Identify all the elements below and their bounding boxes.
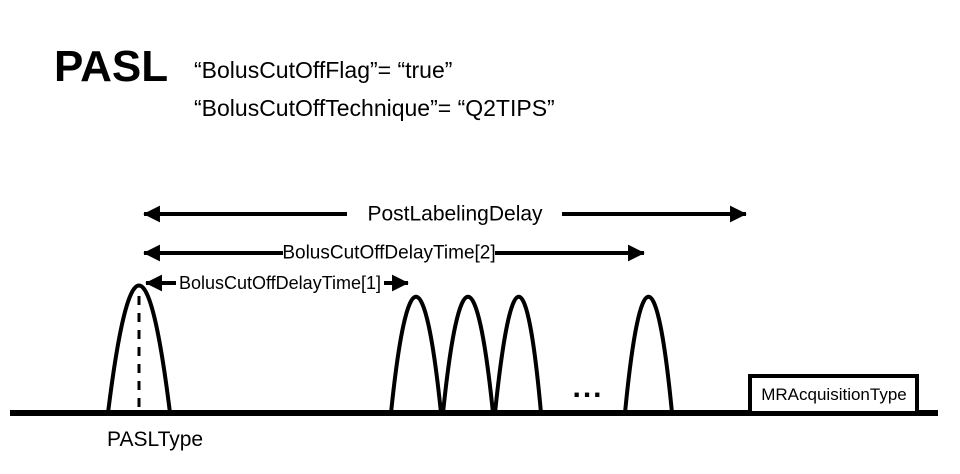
bolus-cutoff-technique-text: “BolusCutOffTechnique”= “Q2TIPS”	[194, 95, 555, 121]
bolus-cutoff-delay-1-label: BolusCutOffDelayTime[1]	[178, 273, 382, 293]
acquisition-box	[748, 374, 919, 415]
pulse-train-ellipsis: ...	[572, 371, 604, 404]
saturation-pulse-curve	[623, 295, 674, 414]
bolus-cutoff-flag-text: “BolusCutOffFlag”= “true”	[194, 57, 453, 83]
pasl-type-label: PASLType	[107, 428, 204, 451]
bolus-cutoff-delay-2-label: BolusCutOffDelayTime[2]	[282, 242, 496, 264]
saturation-pulse-curve	[389, 295, 443, 414]
page-title: PASL	[54, 42, 169, 91]
labeling-pulse-curve	[106, 283, 172, 414]
saturation-pulse-curve	[493, 295, 543, 414]
mr-acquisition-type-label: MRAcquisitionType	[761, 385, 907, 404]
saturation-pulse-curve	[441, 295, 495, 414]
post-labeling-delay-label: PostLabelingDelay	[367, 202, 543, 226]
